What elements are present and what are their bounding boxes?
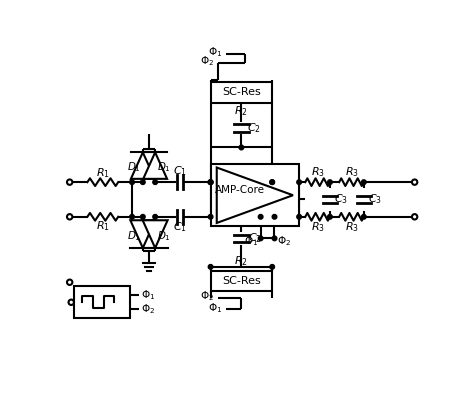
Circle shape xyxy=(362,214,366,219)
Bar xyxy=(210,164,299,226)
Circle shape xyxy=(67,214,73,220)
Circle shape xyxy=(208,180,213,184)
Circle shape xyxy=(208,265,213,269)
Text: $\Phi_1$: $\Phi_1$ xyxy=(140,288,155,302)
Bar xyxy=(210,82,272,103)
Polygon shape xyxy=(130,220,155,248)
Text: $R_2$: $R_2$ xyxy=(235,104,248,118)
Text: $\Phi_2$: $\Phi_2$ xyxy=(277,235,291,248)
Text: $C_2$: $C_2$ xyxy=(248,231,262,245)
Text: SC-Res: SC-Res xyxy=(222,276,261,286)
Polygon shape xyxy=(143,152,167,179)
Text: $D_1$: $D_1$ xyxy=(127,229,141,243)
Circle shape xyxy=(208,180,213,184)
Polygon shape xyxy=(217,167,293,223)
Circle shape xyxy=(140,180,145,184)
Circle shape xyxy=(328,180,332,184)
Text: $C_3$: $C_3$ xyxy=(335,193,348,206)
Text: $C_1$: $C_1$ xyxy=(173,164,187,178)
Circle shape xyxy=(362,180,366,184)
Circle shape xyxy=(208,214,213,219)
Text: $\Phi_2$: $\Phi_2$ xyxy=(201,289,214,303)
Circle shape xyxy=(328,214,332,219)
Text: $D_1$: $D_1$ xyxy=(157,229,172,243)
Text: $C_1$: $C_1$ xyxy=(173,221,187,235)
Circle shape xyxy=(412,214,417,220)
Text: $R_2$: $R_2$ xyxy=(235,254,248,268)
Text: SC-Res: SC-Res xyxy=(222,87,261,98)
Circle shape xyxy=(153,180,157,184)
Text: $\Phi_2$: $\Phi_2$ xyxy=(201,55,214,68)
Text: $C_3$: $C_3$ xyxy=(368,193,383,206)
Text: $C_2$: $C_2$ xyxy=(247,121,261,135)
Circle shape xyxy=(258,214,263,219)
Text: $R_1$: $R_1$ xyxy=(96,219,110,233)
Circle shape xyxy=(270,180,274,184)
Text: $R_3$: $R_3$ xyxy=(345,165,358,179)
Text: $D_1$: $D_1$ xyxy=(127,160,141,174)
Text: $\Phi_1$: $\Phi_1$ xyxy=(208,45,222,59)
Text: $\Phi_1$: $\Phi_1$ xyxy=(208,301,222,314)
Circle shape xyxy=(140,214,145,219)
Circle shape xyxy=(270,180,274,184)
Text: $\Phi_2$: $\Phi_2$ xyxy=(140,303,155,316)
Circle shape xyxy=(272,236,277,241)
Text: AMP-Core: AMP-Core xyxy=(215,185,265,195)
Text: $R_3$: $R_3$ xyxy=(310,165,325,179)
Circle shape xyxy=(270,265,274,269)
Circle shape xyxy=(130,180,134,184)
Circle shape xyxy=(67,280,73,285)
Circle shape xyxy=(208,180,213,184)
Polygon shape xyxy=(131,152,155,179)
Text: $D_1$: $D_1$ xyxy=(157,160,172,174)
Circle shape xyxy=(239,145,244,150)
Bar xyxy=(210,271,272,292)
Circle shape xyxy=(297,180,301,184)
Circle shape xyxy=(412,179,417,185)
Circle shape xyxy=(153,214,157,219)
Circle shape xyxy=(67,179,73,185)
Polygon shape xyxy=(143,220,168,248)
Circle shape xyxy=(69,299,74,305)
Circle shape xyxy=(272,214,277,219)
Text: $\Phi_1$: $\Phi_1$ xyxy=(244,235,258,248)
Circle shape xyxy=(297,214,301,219)
Bar xyxy=(74,286,130,318)
Circle shape xyxy=(130,214,134,219)
Text: $R_1$: $R_1$ xyxy=(96,166,110,180)
Circle shape xyxy=(258,236,263,241)
Text: $R_3$: $R_3$ xyxy=(345,220,358,234)
Text: $R_3$: $R_3$ xyxy=(310,220,325,234)
